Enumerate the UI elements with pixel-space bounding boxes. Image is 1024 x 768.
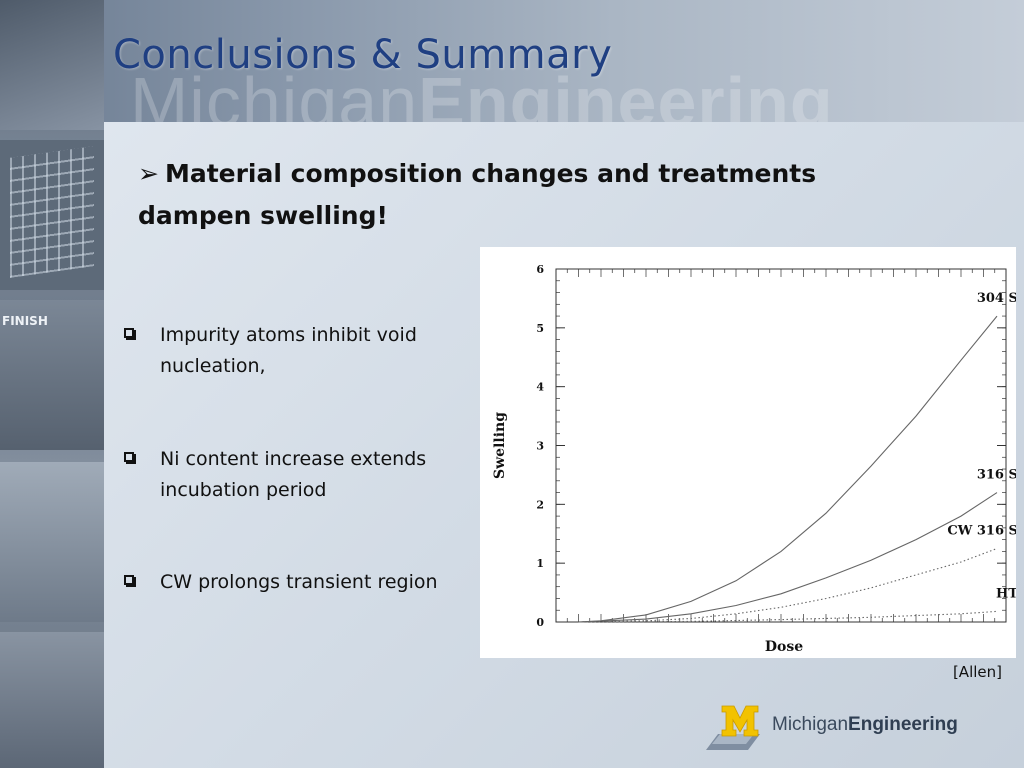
- y-tick-label: 5: [536, 322, 544, 335]
- plot-frame: [555, 268, 1007, 623]
- y-tick-label: 1: [536, 557, 544, 570]
- y-axis-label: Swelling: [492, 412, 508, 479]
- citation-credit: [Allen]: [952, 663, 1002, 681]
- michigan-engineering-logo: MichiganEngineering: [700, 702, 980, 758]
- x-axis-label: Dose: [765, 639, 803, 655]
- watermark-bold: Engineering: [418, 63, 834, 122]
- watermark-thin: Michigan: [130, 63, 419, 122]
- logo-wordmark: MichiganEngineering: [772, 714, 958, 736]
- y-tick-label: 6: [536, 263, 544, 276]
- finish-banner: FINISH: [2, 314, 48, 328]
- photo-presenter: [0, 0, 104, 130]
- series-line-2: [578, 492, 998, 623]
- slide-heading: ➢ Material composition changes and treatm…: [138, 153, 838, 237]
- bullet-item-1: Impurity atoms inhibit void nucleation,: [122, 320, 482, 382]
- y-tick-label: 2: [536, 498, 544, 511]
- y-tick-label: 4: [536, 381, 544, 394]
- header-band: MichiganEngineering: [0, 0, 1024, 122]
- bullet-text-2: Ni content increase extends incubation p…: [160, 448, 427, 501]
- photo-chart-screen: [0, 140, 104, 290]
- series-line-1: [578, 315, 998, 623]
- series-label-2: 316 SS: [977, 468, 1016, 483]
- bullet-text-3: CW prolongs transient region: [160, 571, 438, 593]
- slide-title: Conclusions & Summary: [113, 32, 613, 78]
- screen-grid: [10, 146, 94, 278]
- series-label-4: HT9: [996, 586, 1016, 601]
- block-m-logo-icon: [706, 705, 760, 750]
- chart-svg: 0 1 2 3 4 5 6 Dose Swelling 304 SS 316 SS CW 316 SS…: [492, 263, 1016, 655]
- checkbox-bullet-icon: [124, 575, 134, 585]
- heading-text: Material composition changes and treatme…: [138, 159, 817, 230]
- arrow-bullet-icon: ➢: [138, 159, 159, 188]
- bullet-item-2: Ni content increase extends incubation p…: [122, 444, 482, 506]
- series-line-4: [578, 610, 998, 623]
- series-label-1: 304 SS: [977, 291, 1016, 306]
- checkbox-bullet-icon: [124, 328, 134, 338]
- y-tick-label: 3: [536, 440, 544, 453]
- bullet-item-3: CW prolongs transient region: [122, 567, 482, 598]
- bullet-text-1: Impurity atoms inhibit void nucleation,: [160, 324, 417, 377]
- michigan-engineering-watermark: MichiganEngineering: [130, 62, 834, 122]
- photo-building: [0, 462, 104, 622]
- series-label-3: CW 316 SS: [947, 523, 1016, 538]
- checkbox-bullet-icon: [124, 452, 134, 462]
- swelling-chart: 0 1 2 3 4 5 6 Dose Swelling 304 SS 316 SS CW 316 SS…: [480, 247, 1016, 658]
- left-photo-strip: FINISH: [0, 0, 104, 768]
- photo-finish-team: FINISH: [0, 300, 104, 450]
- y-tick-label: 0: [536, 616, 544, 629]
- logo-wordmark-bold: Engineering: [848, 714, 958, 735]
- logo-wordmark-thin: Michigan: [772, 714, 849, 735]
- photo-student: [0, 632, 104, 768]
- series-line-3: [578, 547, 998, 623]
